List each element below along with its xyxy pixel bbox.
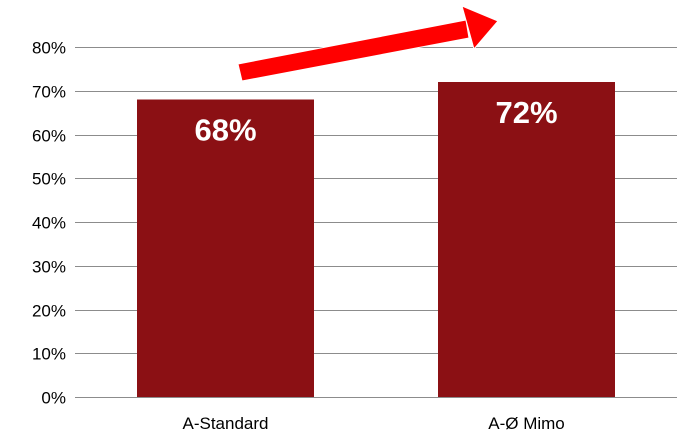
x-category-label: A-Standard xyxy=(183,414,269,433)
y-tick-label: 10% xyxy=(32,345,66,364)
y-tick-label: 70% xyxy=(32,83,66,102)
y-tick-label: 50% xyxy=(32,170,66,189)
trend-arrow-annotation xyxy=(237,5,499,82)
arrow-head-icon xyxy=(461,5,499,51)
y-tick-label: 0% xyxy=(41,389,66,408)
y-tick-label: 40% xyxy=(32,214,66,233)
bars xyxy=(137,82,615,397)
x-category-label: A-Ø Mimo xyxy=(488,414,565,433)
y-tick-label: 80% xyxy=(32,39,66,58)
up-right-arrow-icon xyxy=(237,19,470,82)
data-labels: 68% 72% xyxy=(194,95,557,148)
bar xyxy=(438,82,615,397)
y-axis-tick-labels: 0% 10% 20% 30% 40% 50% 60% 70% 80% xyxy=(32,39,66,408)
bar-data-label: 72% xyxy=(495,95,557,130)
y-tick-label: 30% xyxy=(32,258,66,277)
x-axis-category-labels: A-Standard A-Ø Mimo xyxy=(183,414,565,433)
y-tick-label: 60% xyxy=(32,127,66,146)
bar xyxy=(137,99,314,397)
y-tick-label: 20% xyxy=(32,302,66,321)
bar-data-label: 68% xyxy=(194,113,256,148)
